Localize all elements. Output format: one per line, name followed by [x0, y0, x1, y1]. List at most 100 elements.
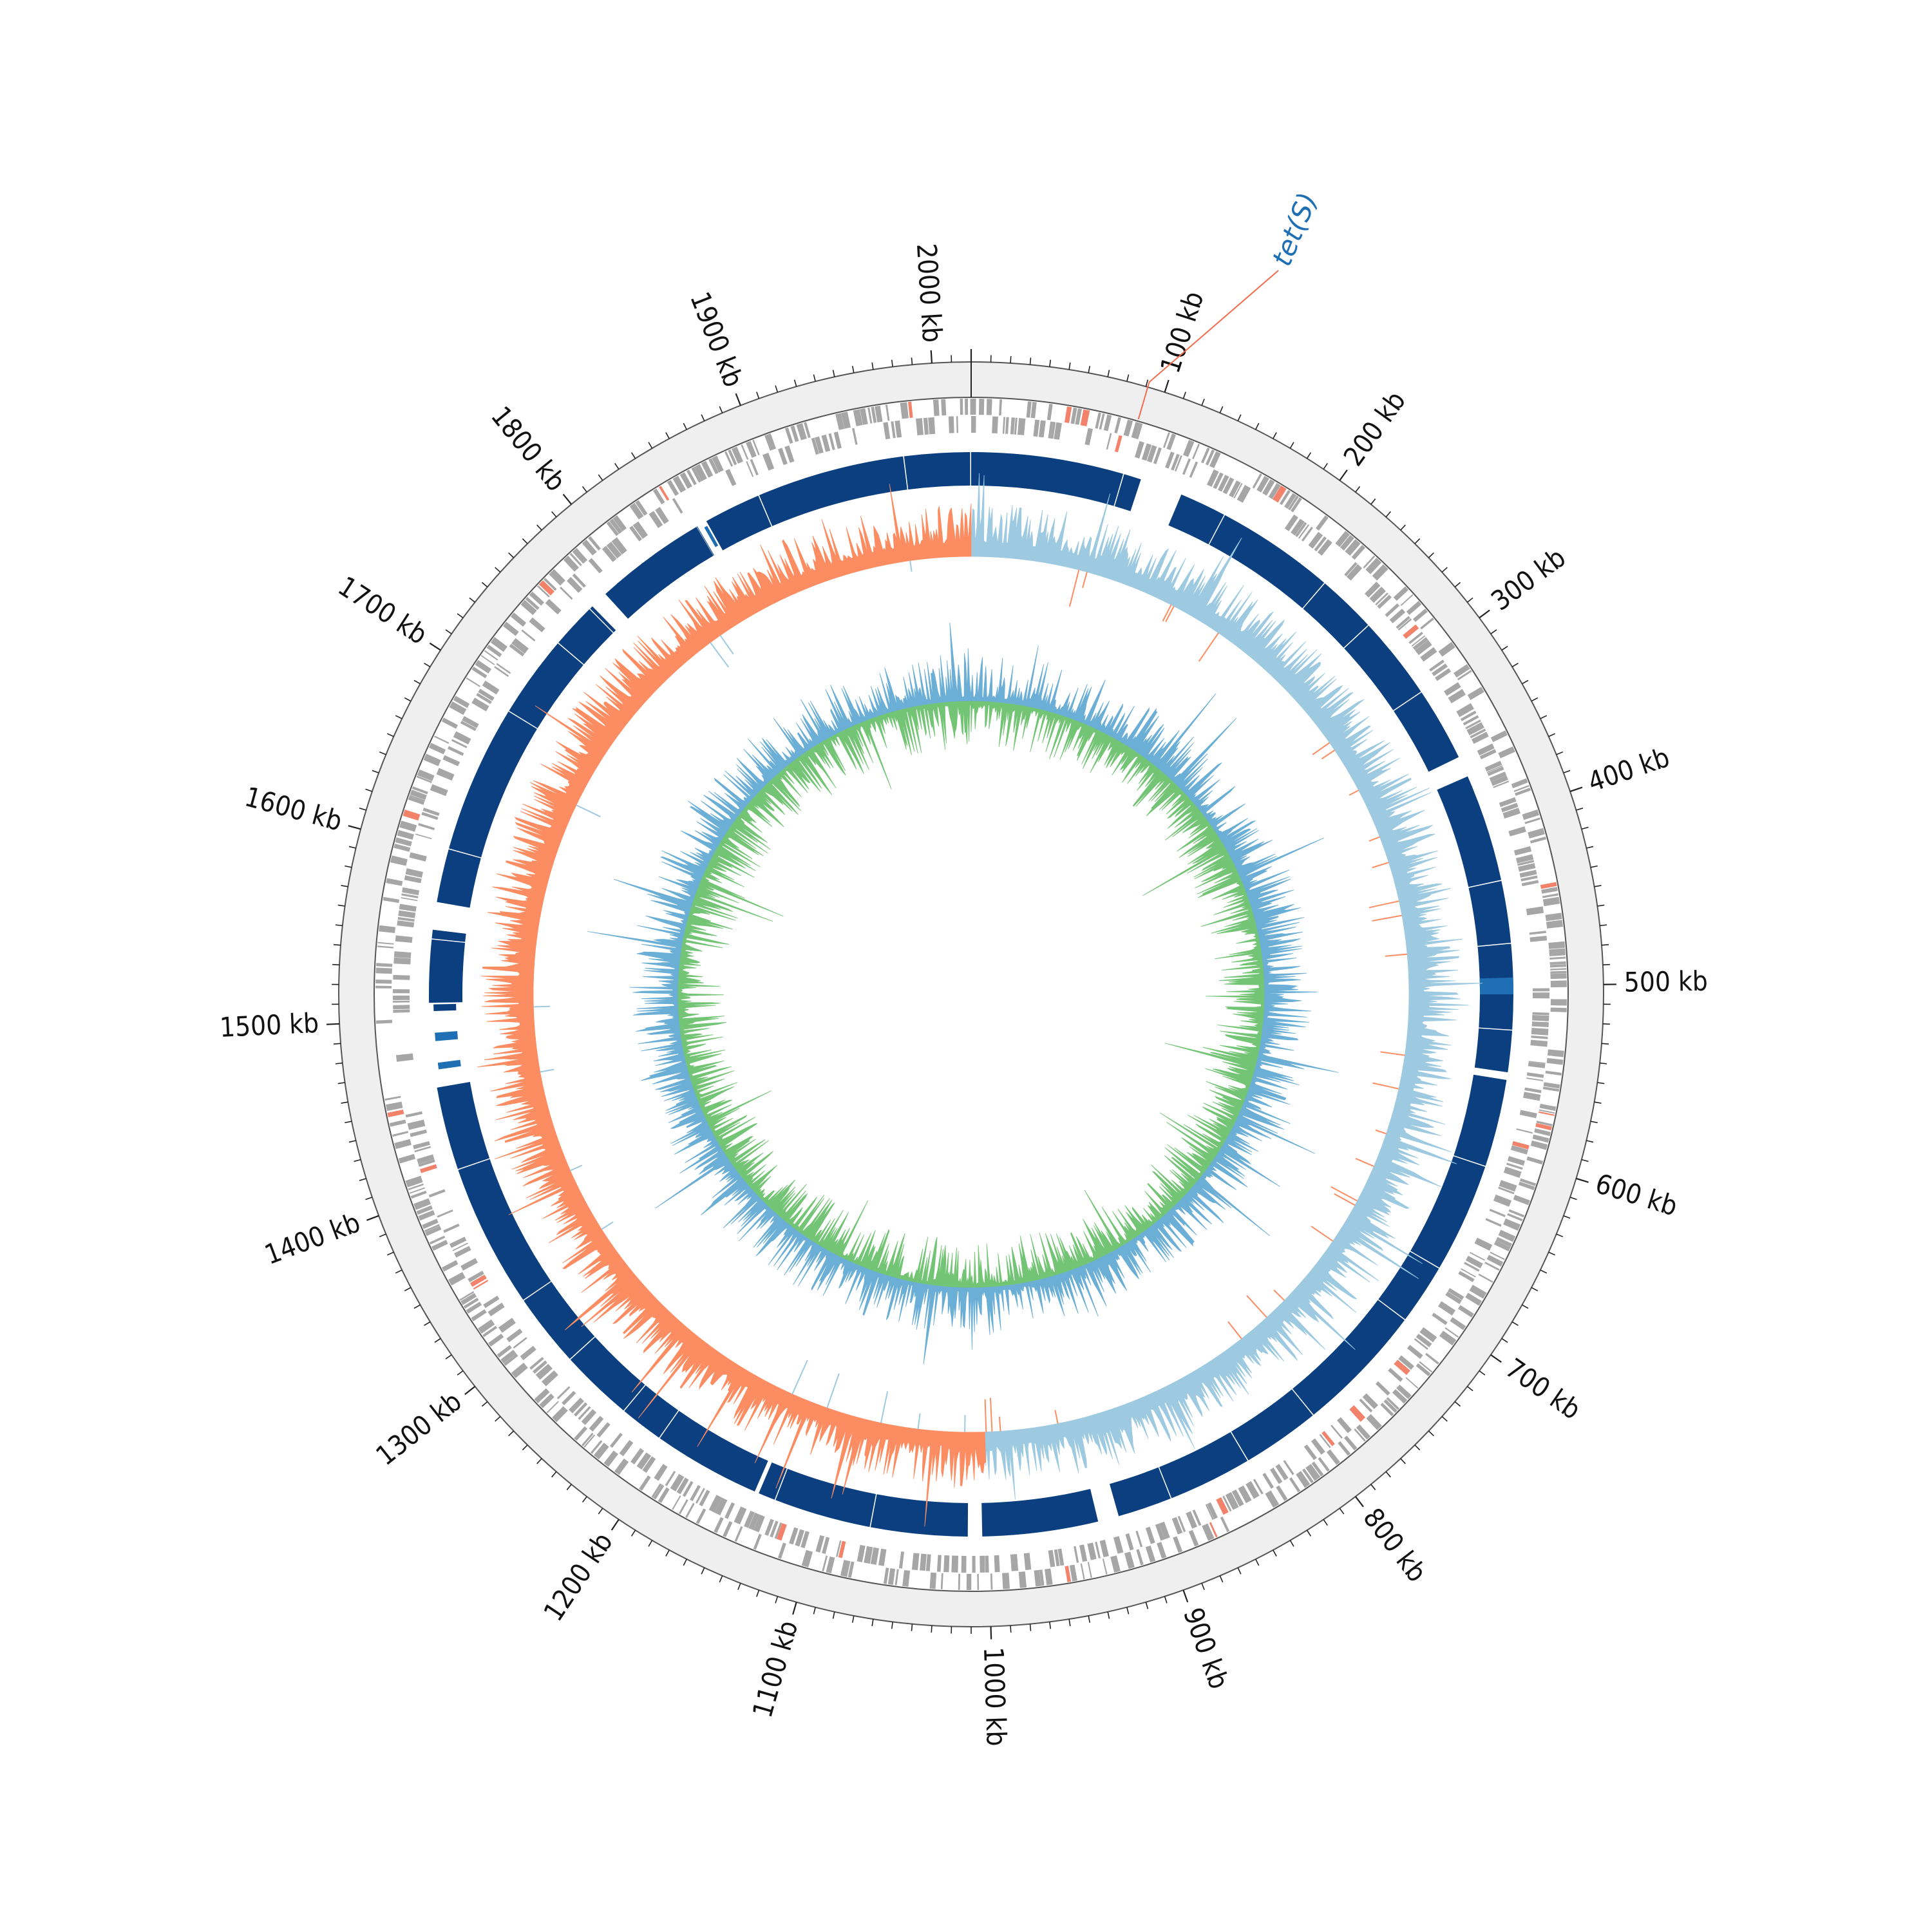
minor-tick — [1548, 1251, 1556, 1256]
gene-block — [629, 502, 644, 520]
tick-label: 1200 kb — [537, 1527, 619, 1627]
gene-block — [453, 696, 470, 708]
gene-block — [1253, 1479, 1264, 1495]
gene-block — [1200, 447, 1210, 464]
minor-tick — [719, 1575, 723, 1583]
gene-block — [614, 1458, 629, 1475]
gene-block — [408, 796, 425, 805]
blast-hit — [1109, 1467, 1171, 1517]
major-tick — [1354, 1496, 1364, 1508]
gene-block — [1487, 766, 1504, 777]
gene-block — [609, 1432, 623, 1448]
gene-block — [401, 893, 419, 898]
gene-block — [581, 1432, 594, 1446]
minor-tick — [495, 567, 501, 573]
gene-block — [612, 515, 627, 532]
minor-tick — [1126, 374, 1130, 382]
gene-block — [569, 553, 582, 567]
minor-tick — [481, 1401, 488, 1407]
gene-block — [1435, 668, 1452, 681]
gene-block — [653, 1484, 665, 1500]
gene-block — [1545, 1070, 1562, 1076]
gene-block — [538, 580, 554, 596]
gene-block — [494, 666, 509, 677]
gene-block — [971, 416, 976, 433]
gene-block — [511, 638, 529, 654]
gene-block — [951, 1555, 959, 1573]
gene-block — [466, 677, 480, 687]
gene-block — [1166, 433, 1177, 450]
gene-block — [1340, 535, 1354, 551]
major-tick — [1576, 1177, 1589, 1183]
gene-block — [734, 1526, 743, 1542]
minor-tick — [1339, 1508, 1345, 1515]
gene-block — [1489, 772, 1507, 782]
gene-block — [560, 586, 573, 600]
gene-block — [725, 469, 737, 486]
minor-tick — [457, 613, 464, 619]
gene-block — [1539, 1103, 1557, 1112]
gene-block — [478, 1319, 495, 1334]
blast-hit — [1159, 1432, 1248, 1499]
gene-block — [1335, 531, 1350, 547]
gene-block — [936, 1555, 942, 1572]
gene-block — [1508, 826, 1526, 837]
gene-block — [1532, 1015, 1549, 1021]
blast-hit — [1293, 1300, 1405, 1415]
gene-block — [972, 1555, 976, 1573]
gene-block — [958, 1573, 961, 1590]
gene-block — [691, 467, 702, 483]
gene-block — [1493, 1194, 1511, 1207]
gene-block — [1490, 730, 1508, 743]
blast-hit — [870, 1494, 969, 1537]
minor-tick — [813, 374, 816, 382]
gene-block — [500, 1349, 516, 1364]
gene-block — [1485, 1218, 1502, 1227]
minor-tick — [832, 370, 835, 377]
blast-hit — [1114, 474, 1141, 511]
gene-block — [920, 1553, 927, 1571]
gene-block — [925, 1554, 931, 1571]
major-tick — [429, 642, 441, 651]
gene-block — [795, 1529, 805, 1547]
gene-block — [550, 569, 565, 585]
gene-block — [764, 433, 777, 451]
gene-block — [929, 1572, 937, 1589]
gene-block — [1493, 1240, 1511, 1252]
minor-tick — [1306, 1530, 1312, 1537]
gene-block — [1229, 480, 1241, 498]
gene-block — [1010, 1554, 1019, 1571]
gc-skew-spike — [1368, 836, 1380, 842]
minor-tick — [1370, 498, 1376, 505]
gene-block — [1550, 971, 1567, 974]
tick-label: 1800 kb — [485, 401, 572, 497]
gene-block — [1403, 624, 1419, 639]
gene-block — [1287, 495, 1299, 511]
gc-skew-spike — [1375, 1129, 1387, 1135]
gc-skew-spike — [1311, 1226, 1334, 1242]
blast-hit — [1378, 1251, 1439, 1320]
minor-tick — [1600, 1062, 1607, 1065]
gene-block — [1302, 1468, 1314, 1484]
gene-block — [1362, 1393, 1379, 1410]
gene-block — [1420, 647, 1437, 662]
gene-block — [545, 599, 562, 615]
gene-block — [402, 810, 421, 821]
gene-block — [1507, 1213, 1523, 1222]
gene-block — [1331, 1425, 1343, 1439]
gene-block — [639, 1475, 651, 1491]
gene-block — [801, 1549, 813, 1567]
gene-block — [1217, 475, 1229, 492]
gene-block — [393, 995, 410, 1001]
gene-block — [753, 1514, 765, 1533]
gene-block — [1456, 703, 1474, 717]
gc-skew-spike — [576, 804, 601, 818]
gene-block — [1498, 1229, 1516, 1242]
gene-block — [990, 1573, 993, 1590]
minor-tick — [551, 511, 557, 518]
gene-block — [418, 822, 435, 831]
gene-block — [483, 1295, 500, 1309]
gene-block — [509, 643, 525, 657]
gene-block — [1064, 406, 1072, 423]
gene-block — [1550, 1007, 1567, 1012]
